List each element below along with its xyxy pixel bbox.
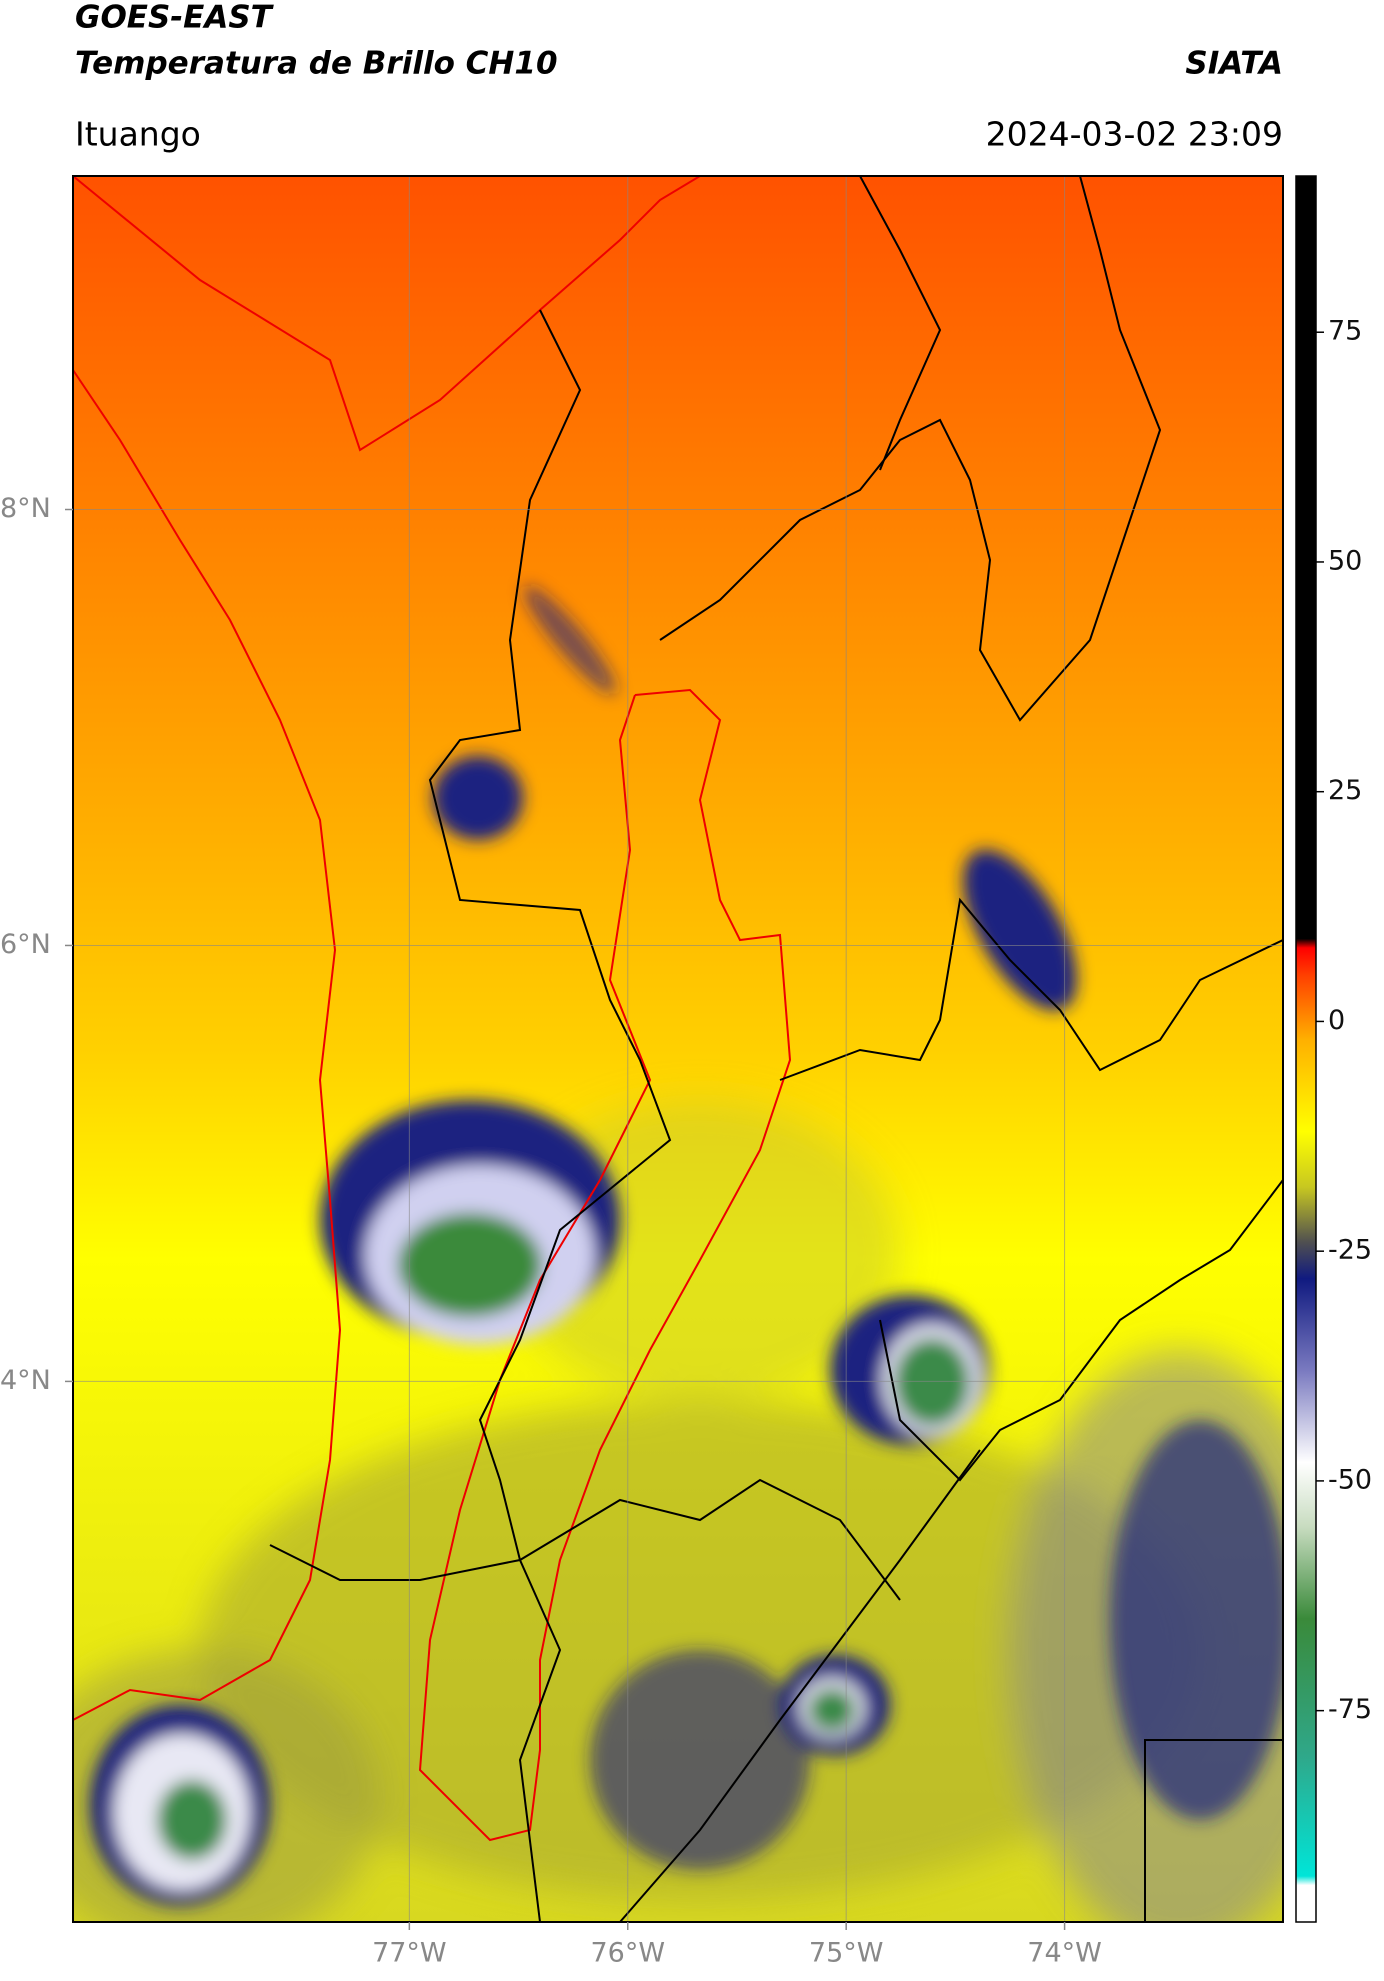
colorbar <box>1295 175 1317 1923</box>
location: Ituango <box>75 115 201 154</box>
colorbar-tick-label: -75 <box>1328 1694 1372 1725</box>
map-frame <box>72 175 1284 1923</box>
subtitle: Temperatura de Brillo CH10 <box>75 46 558 82</box>
timestamp: 2024-03-02 23:09 <box>986 115 1283 154</box>
x-tick-label: 76°W <box>590 1938 665 1969</box>
y-tick-label: 4°N <box>0 1365 51 1396</box>
x-tick-label: 74°W <box>1027 1938 1102 1969</box>
colorbar-tick-label: 0 <box>1328 1005 1345 1036</box>
colorbar-tick-label: 50 <box>1328 545 1362 576</box>
y-tick-label: 6°N <box>0 929 51 960</box>
x-tick-label: 77°W <box>372 1938 447 1969</box>
colorbar-tick-label: 75 <box>1328 316 1362 347</box>
colorbar-tick-label: 25 <box>1328 775 1362 806</box>
x-tick-label: 75°W <box>809 1938 884 1969</box>
grid <box>73 176 1283 1922</box>
title: GOES-EAST <box>75 0 275 36</box>
y-tick-label: 8°N <box>0 493 51 524</box>
boundaries <box>73 176 1283 1922</box>
colorbar-tick-label: -50 <box>1328 1464 1372 1495</box>
source: SIATA <box>1185 46 1283 82</box>
map-image <box>73 176 1283 1922</box>
colorbar-tick-label: -25 <box>1328 1235 1372 1266</box>
convective-cells <box>90 585 1283 1905</box>
